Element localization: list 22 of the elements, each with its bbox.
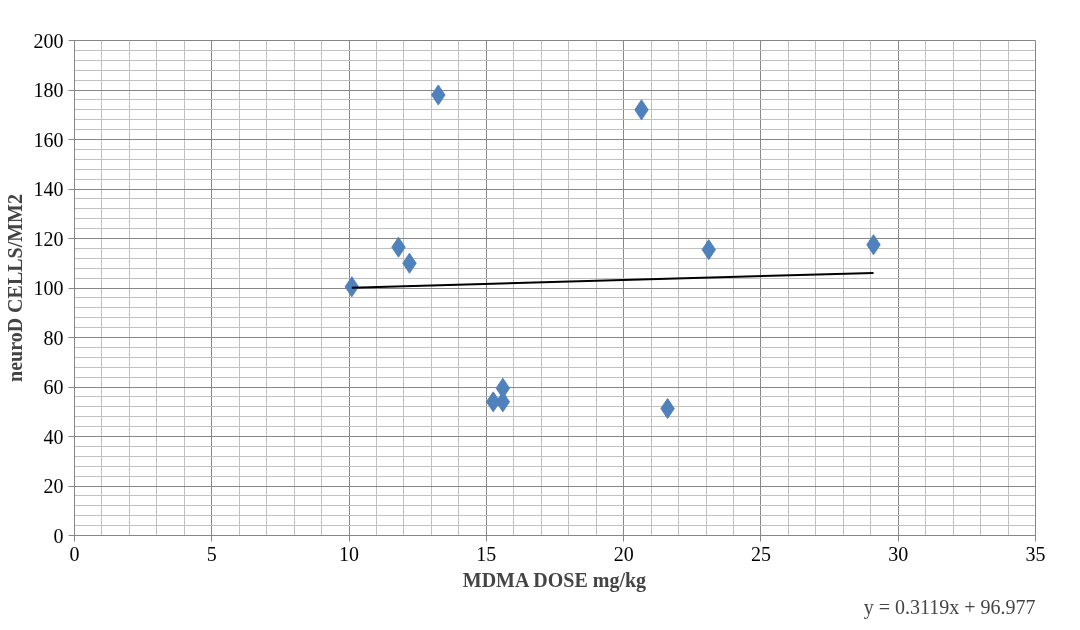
y-tick-label: 40 [43,425,64,448]
y-tick-label: 180 [33,79,64,101]
x-tick-label: 15 [476,542,497,565]
text: y = 0.3119x + 96.977 [863,595,1036,619]
y-tick-label: 60 [43,376,64,398]
x-tick-label: 25 [750,542,771,565]
x-tick-label: 0 [69,542,80,565]
x-tick-label: 20 [613,542,634,565]
y-tick-label: 0 [53,524,64,547]
y-tick-label: 100 [33,277,64,299]
y-tick-label: 120 [33,227,64,250]
y-tick-label: 140 [33,178,64,200]
y-tick-label: 80 [43,326,64,349]
x-tick-label: 10 [339,542,360,565]
x-tick-label: 35 [1025,542,1046,565]
x-axis-title: MDMA DOSE mg/kg [462,568,647,592]
y-axis-title: neuroD CELLS/MM2 [3,194,26,382]
x-tick-label: 30 [888,542,909,565]
y-tick-label: 200 [33,29,64,52]
x-tick-label: 5 [206,542,217,565]
y-tick-label: 20 [43,475,64,497]
y-tick-label: 160 [33,128,64,151]
